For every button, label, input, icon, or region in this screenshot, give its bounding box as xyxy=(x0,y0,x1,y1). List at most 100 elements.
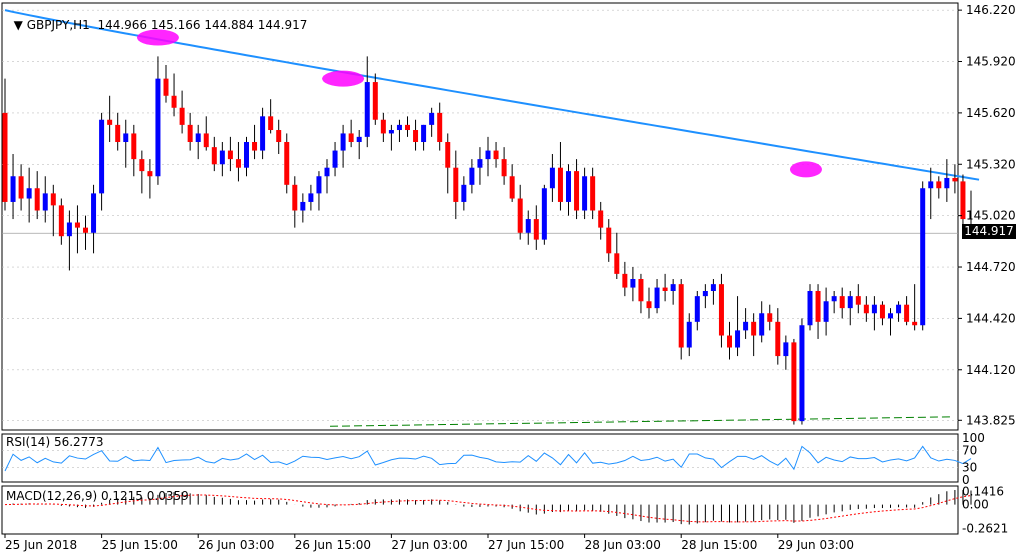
candle-body xyxy=(171,95,177,108)
candle xyxy=(235,142,241,182)
candle xyxy=(292,176,298,228)
candle-body xyxy=(203,133,209,148)
time-tick-label: 27 Jun 03:00 xyxy=(391,538,467,552)
candle xyxy=(332,142,338,177)
candle xyxy=(936,176,942,199)
candle-body xyxy=(702,290,708,297)
candle xyxy=(380,112,386,143)
candle-body xyxy=(388,130,394,134)
candle-body xyxy=(670,284,676,291)
candle xyxy=(131,124,137,177)
candle-body xyxy=(871,304,877,314)
candle-body xyxy=(823,301,829,322)
price-tick-label: 145.320 xyxy=(966,157,1016,171)
candle-body xyxy=(227,150,233,160)
candle xyxy=(944,159,950,202)
candle-body xyxy=(42,193,48,211)
candle-body xyxy=(775,321,781,357)
candle xyxy=(590,167,596,220)
candle xyxy=(694,290,700,331)
candle xyxy=(807,284,813,331)
price-tick-label: 146.220 xyxy=(966,3,1016,17)
candle xyxy=(163,64,169,103)
candle xyxy=(863,296,869,322)
candle-body xyxy=(252,142,258,151)
dashed-ma-polyline xyxy=(329,416,951,427)
candle xyxy=(718,273,724,348)
candle xyxy=(219,142,225,177)
rsi-line xyxy=(4,445,972,472)
main-chart-frame xyxy=(1,2,959,431)
candle-body xyxy=(485,150,491,160)
candle xyxy=(316,171,322,211)
candle-body xyxy=(66,222,72,237)
candle-body xyxy=(614,253,620,274)
candle xyxy=(437,102,443,151)
candle xyxy=(855,284,861,314)
last-price-badge: 144.917 xyxy=(962,224,1016,239)
candle-body xyxy=(187,124,193,143)
candle xyxy=(324,159,330,194)
candle-body xyxy=(300,201,306,211)
candle xyxy=(670,279,676,305)
candle xyxy=(871,296,877,331)
candle xyxy=(928,167,934,220)
candle xyxy=(541,184,547,245)
candle xyxy=(549,153,555,202)
candle xyxy=(767,304,773,331)
candle xyxy=(388,124,394,151)
symbol-dropdown-icon[interactable]: ▼ xyxy=(13,18,23,32)
candle-body xyxy=(437,112,443,143)
candle-body xyxy=(622,273,628,288)
candle xyxy=(123,119,129,168)
candle xyxy=(799,318,805,425)
candle xyxy=(630,267,636,302)
price-tick-label: 144.420 xyxy=(966,311,1016,325)
ohlc-readout: 144.966 145.166 144.884 144.917 xyxy=(97,18,308,32)
price-tick-label: 144.120 xyxy=(966,363,1016,377)
candle-body xyxy=(316,176,322,194)
candle xyxy=(421,124,427,151)
macd-panel-frame xyxy=(1,485,959,535)
candle xyxy=(896,301,902,322)
candle xyxy=(598,201,604,240)
dashed-ma-line xyxy=(329,416,951,427)
candle-body xyxy=(469,167,475,185)
candle xyxy=(284,133,290,194)
candle-body xyxy=(380,119,386,134)
candle xyxy=(831,290,837,314)
candle-body xyxy=(83,227,88,233)
candle-body xyxy=(646,301,652,309)
candle xyxy=(453,150,459,220)
symbol-label: GBPJPY,H1 xyxy=(26,18,90,32)
candle xyxy=(638,273,644,314)
candle xyxy=(702,284,708,309)
price-tick-label: 143.825 xyxy=(966,413,1016,427)
candle-body xyxy=(557,167,563,202)
candle-body xyxy=(123,133,129,143)
candle-body xyxy=(686,321,692,348)
candle xyxy=(952,164,958,194)
candle-body xyxy=(590,176,596,211)
candle xyxy=(2,78,8,211)
candle-body xyxy=(324,167,330,177)
candle-body xyxy=(405,124,410,131)
candle-body xyxy=(340,133,346,151)
candle xyxy=(429,107,435,137)
rsi-label: RSI(14) 56.2773 xyxy=(6,435,104,449)
candle-body xyxy=(348,133,354,143)
candle xyxy=(839,287,845,319)
candle xyxy=(107,95,113,143)
candle xyxy=(606,219,612,262)
candle-body xyxy=(356,136,362,143)
candle xyxy=(66,210,72,271)
candle xyxy=(622,261,628,297)
candle xyxy=(155,56,161,185)
price-tick-label: 145.920 xyxy=(966,55,1016,69)
candle-body xyxy=(276,130,282,143)
candle-body xyxy=(847,296,853,309)
candle xyxy=(260,107,266,160)
